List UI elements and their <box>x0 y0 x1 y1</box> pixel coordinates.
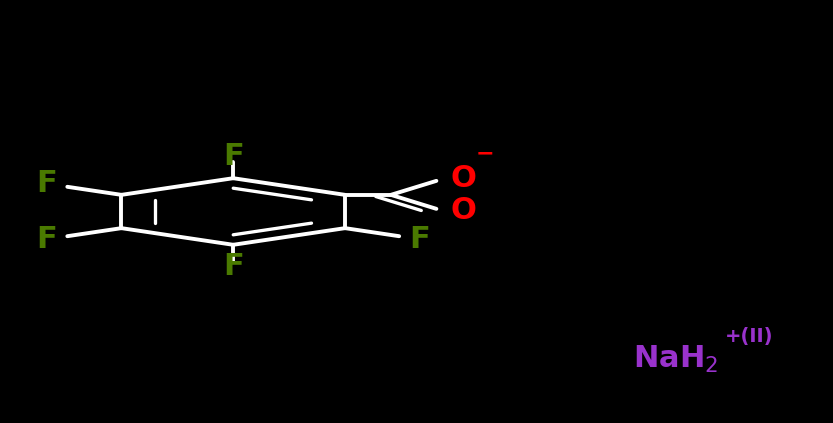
Text: F: F <box>223 253 243 281</box>
Text: F: F <box>223 142 243 170</box>
Text: F: F <box>37 169 57 198</box>
Text: O: O <box>451 164 476 193</box>
Text: O: O <box>451 196 476 225</box>
Text: −: − <box>476 143 494 163</box>
Text: F: F <box>409 225 430 254</box>
Text: F: F <box>37 225 57 254</box>
Text: NaH$_2$: NaH$_2$ <box>633 344 719 375</box>
Text: +(II): +(II) <box>725 327 773 346</box>
